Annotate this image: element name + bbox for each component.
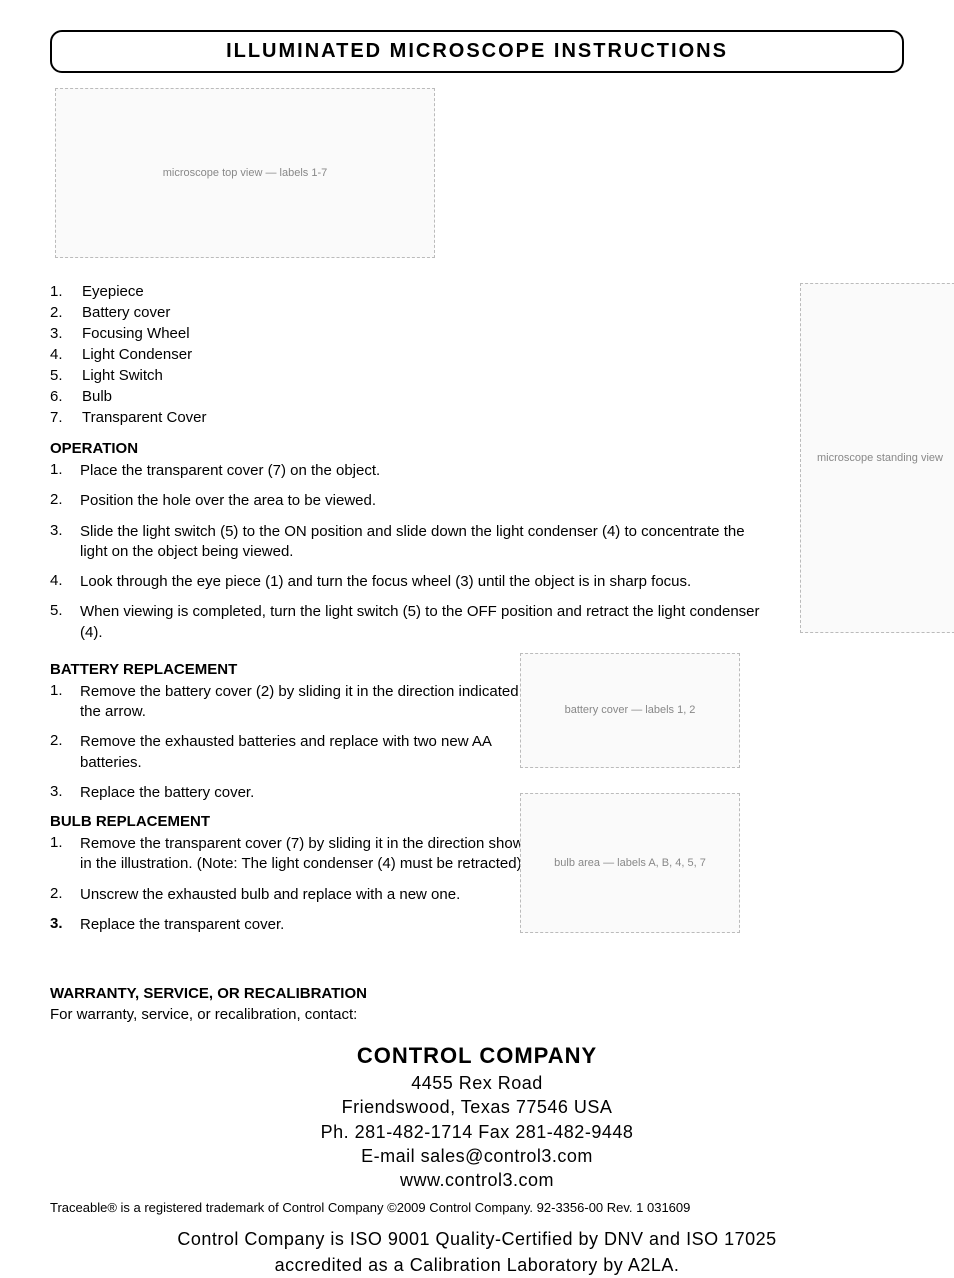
- step-text: Slide the light switch (5) to the ON pos…: [80, 522, 780, 563]
- operation-steps: 1.Place the transparent cover (7) on the…: [50, 461, 780, 643]
- part-num: 1.: [50, 283, 80, 300]
- step-num: 2.: [50, 885, 80, 905]
- step-text: Look through the eye piece (1) and turn …: [80, 572, 780, 592]
- company-phones: Ph. 281-482-1714 Fax 281-482-9448: [50, 1120, 904, 1144]
- part-label: Focusing Wheel: [82, 325, 190, 342]
- step-text: Unscrew the exhausted bulb and replace w…: [80, 885, 550, 905]
- step-text: Remove the transparent cover (7) by slid…: [80, 834, 550, 875]
- company-address-2: Friendswood, Texas 77546 USA: [50, 1095, 904, 1119]
- step-num: 5.: [50, 602, 80, 643]
- cert-line-1: Control Company is ISO 9001 Quality-Cert…: [177, 1229, 776, 1249]
- part-label: Battery cover: [82, 304, 170, 321]
- company-name: CONTROL COMPANY: [50, 1043, 904, 1069]
- step-text: Replace the transparent cover.: [80, 915, 550, 935]
- bulb-steps: 1.Remove the transparent cover (7) by sl…: [50, 834, 550, 935]
- part-num: 5.: [50, 367, 80, 384]
- bulb-heading: BULB REPLACEMENT: [50, 813, 550, 830]
- step-text: Position the hole over the area to be vi…: [80, 491, 780, 511]
- step-num: 3.: [50, 522, 80, 563]
- step-text: Place the transparent cover (7) on the o…: [80, 461, 780, 481]
- certification-text: Control Company is ISO 9001 Quality-Cert…: [50, 1227, 904, 1277]
- company-web: www.control3.com: [50, 1168, 904, 1192]
- battery-heading: BATTERY REPLACEMENT: [50, 661, 550, 678]
- footer-trademark: Traceable® is a registered trademark of …: [50, 1200, 690, 1215]
- part-num: 2.: [50, 304, 80, 321]
- part-label: Light Switch: [82, 367, 163, 384]
- warranty-heading: WARRANTY, SERVICE, OR RECALIBRATION: [50, 985, 780, 1002]
- diagram-battery: battery cover — labels 1, 2: [520, 653, 740, 768]
- step-num: 3.: [50, 915, 80, 935]
- step-num: 1.: [50, 834, 80, 875]
- step-num: 2.: [50, 732, 80, 773]
- part-num: 3.: [50, 325, 80, 342]
- operation-heading: OPERATION: [50, 440, 780, 457]
- part-num: 4.: [50, 346, 80, 363]
- battery-steps: 1.Remove the battery cover (2) by slidin…: [50, 682, 550, 803]
- part-label: Transparent Cover: [82, 409, 207, 426]
- page-title: ILLUMINATED MICROSCOPE INSTRUCTIONS: [50, 30, 904, 73]
- cert-line-2: accredited as a Calibration Laboratory b…: [275, 1255, 680, 1275]
- diagram-side: microscope standing view: [800, 283, 954, 633]
- part-label: Bulb: [82, 388, 112, 405]
- company-email: E-mail sales@control3.com: [50, 1144, 904, 1168]
- company-address-1: 4455 Rex Road: [50, 1071, 904, 1095]
- step-num: 1.: [50, 682, 80, 723]
- step-text: When viewing is completed, turn the ligh…: [80, 602, 780, 643]
- step-num: 3.: [50, 783, 80, 803]
- step-num: 1.: [50, 461, 80, 481]
- part-num: 7.: [50, 409, 80, 426]
- parts-list: 1.Eyepiece 2.Battery cover 3.Focusing Wh…: [50, 283, 780, 426]
- step-text: Replace the battery cover.: [80, 783, 550, 803]
- step-num: 4.: [50, 572, 80, 592]
- part-label: Eyepiece: [82, 283, 144, 300]
- step-text: Remove the exhausted batteries and repla…: [80, 732, 550, 773]
- diagram-main: microscope top view — labels 1-7: [55, 88, 435, 258]
- step-text: Remove the battery cover (2) by sliding …: [80, 682, 550, 723]
- step-num: 2.: [50, 491, 80, 511]
- warranty-text: For warranty, service, or recalibration,…: [50, 1006, 780, 1023]
- part-num: 6.: [50, 388, 80, 405]
- diagram-bulb: bulb area — labels A, B, 4, 5, 7: [520, 793, 740, 933]
- part-label: Light Condenser: [82, 346, 192, 363]
- company-block: CONTROL COMPANY 4455 Rex Road Friendswoo…: [50, 1043, 904, 1192]
